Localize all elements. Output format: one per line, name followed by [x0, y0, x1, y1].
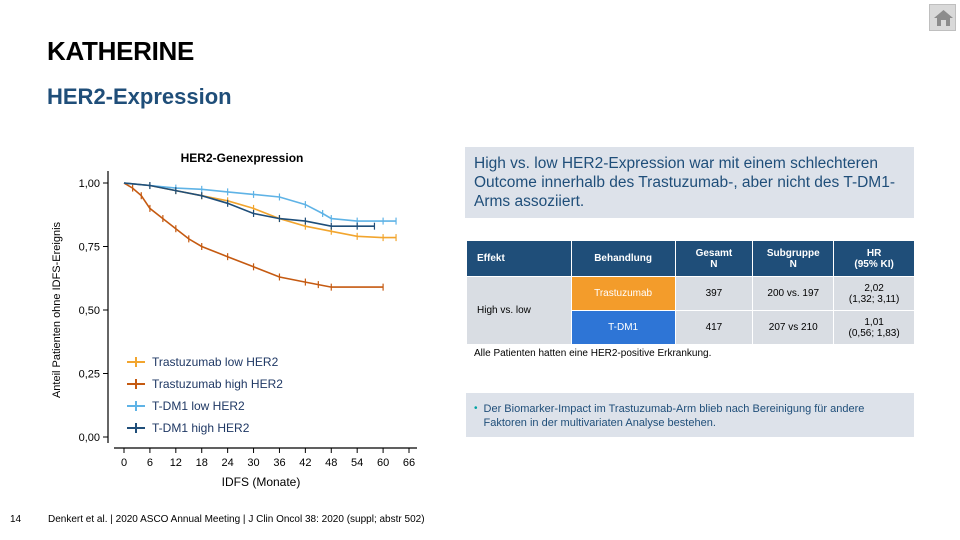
- legend-label: Trastuzumab low HER2: [152, 355, 279, 369]
- cell-total: 417: [674, 310, 754, 345]
- x-tick-label: 36: [273, 457, 285, 469]
- cell-treatment-trastuzumab: Trastuzumab: [570, 276, 676, 311]
- x-tick-label: 18: [196, 457, 208, 469]
- cell-subgroup: 200 vs. 197: [752, 276, 835, 311]
- y-tick-label: 0,75: [79, 242, 100, 254]
- legend-label: T-DM1 high HER2: [152, 421, 250, 435]
- chart-legend: Trastuzumab low HER2 Trastuzumab high HER…: [127, 355, 283, 435]
- hr-ci: (1,32; 3,11): [848, 293, 900, 305]
- y-tick-label: 0,25: [79, 369, 100, 381]
- x-tick-label: 66: [403, 457, 415, 469]
- slide-title: KATHERINE: [47, 36, 195, 66]
- header-total: Gesamt N: [674, 240, 754, 277]
- x-tick-label: 60: [377, 457, 389, 469]
- page-number: 14: [10, 514, 22, 525]
- y-axis-label: Anteil Patienten ohne IDFS-Ereignis: [51, 221, 63, 398]
- table-row: High vs. low Trastuzumab 397 200 vs. 197…: [466, 276, 915, 345]
- x-tick-label: 12: [170, 457, 182, 469]
- legend-label: Trastuzumab high HER2: [152, 377, 283, 391]
- x-tick-label: 42: [299, 457, 311, 469]
- legend-label: T-DM1 low HER2: [152, 399, 245, 413]
- home-button[interactable]: [929, 4, 956, 31]
- cell-hr: 1,01 (0,56; 1,83): [833, 310, 915, 345]
- chart-axes: 0 6 12 18 24 30 36 42 48 54 60 66 0,00 0,25 0,50 0,75 1,…: [79, 171, 417, 469]
- y-tick-label: 0,00: [79, 432, 100, 444]
- header-effect: Effekt: [466, 240, 572, 277]
- citation: Denkert et al. | 2020 ASCO Annual Meetin…: [48, 514, 425, 525]
- y-tick-label: 0,50: [79, 305, 100, 317]
- x-tick-label: 30: [247, 457, 259, 469]
- table-footnote: Alle Patienten hatten eine HER2-positive…: [474, 348, 712, 359]
- series-line-0: [123, 182, 396, 239]
- bullet-text: Der Biomarker-Impact im Trastuzumab-Arm …: [483, 403, 865, 429]
- table-header-row: Effekt Behandlung Gesamt N Subgruppe N H…: [466, 240, 915, 277]
- summary-box: High vs. low HER2-Expression war mit ein…: [465, 147, 914, 218]
- header-hr: HR (95% KI): [833, 240, 915, 277]
- cell-effect: High vs. low: [466, 276, 572, 345]
- hr-value: 2,02: [864, 282, 884, 294]
- table-row: T-DM1 417 207 vs 210 1,01 (0,56; 1,83): [467, 310, 915, 345]
- slide-subtitle: HER2-Expression: [47, 84, 232, 109]
- series-line-1: [123, 182, 384, 288]
- km-chart: HER2-Genexpression Anteil Patienten ohne…: [51, 151, 417, 489]
- header-subgroup: Subgruppe N: [752, 240, 835, 277]
- cell-hr: 2,02 (1,32; 3,11): [833, 276, 915, 311]
- x-tick-label: 0: [121, 457, 127, 469]
- bullet-box: • Der Biomarker-Impact im Trastuzumab-Ar…: [466, 393, 914, 437]
- chart-series: [123, 182, 397, 291]
- hr-value: 1,01: [864, 316, 884, 328]
- x-tick-label: 24: [222, 457, 234, 469]
- x-axis-label: IDFS (Monate): [222, 475, 301, 489]
- hr-ci: (0,56; 1,83): [848, 327, 900, 339]
- cell-treatment-tdm1: T-DM1: [570, 310, 676, 345]
- x-tick-label: 48: [325, 457, 337, 469]
- results-table: Effekt Behandlung Gesamt N Subgruppe N H…: [466, 240, 915, 345]
- x-tick-label: 6: [147, 457, 153, 469]
- cell-total: 397: [674, 276, 754, 311]
- chart-title: HER2-Genexpression: [181, 151, 304, 165]
- bullet-dot-icon: •: [474, 403, 478, 414]
- cell-subgroup: 207 vs 210: [752, 310, 835, 345]
- home-icon: [934, 10, 953, 26]
- x-tick-label: 54: [351, 457, 363, 469]
- header-treatment: Behandlung: [570, 240, 676, 277]
- y-tick-label: 1,00: [79, 178, 100, 190]
